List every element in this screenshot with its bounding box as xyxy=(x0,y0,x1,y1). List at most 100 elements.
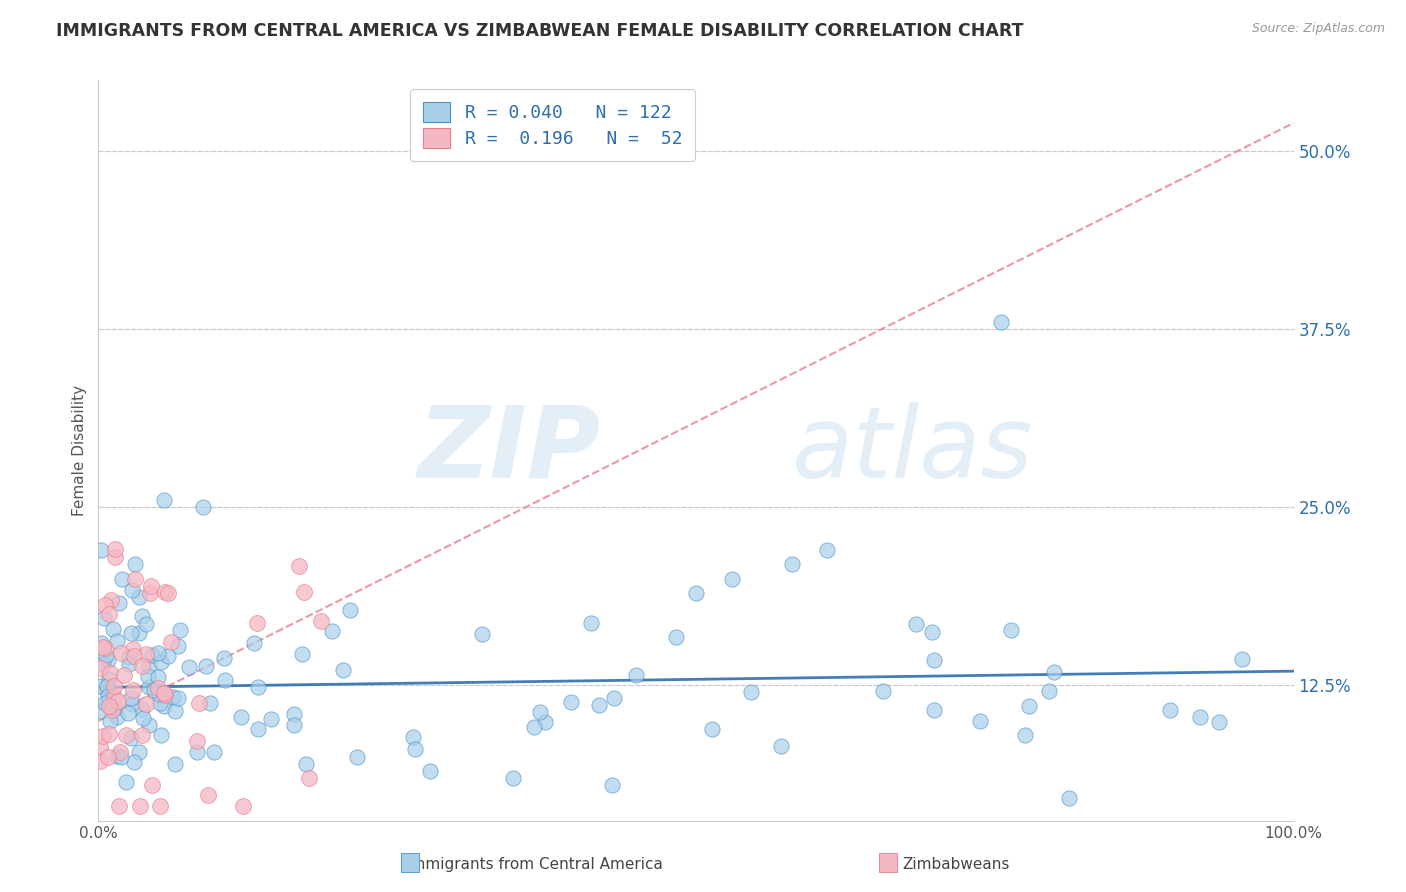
Point xyxy=(283,718,305,732)
Point xyxy=(98,666,121,681)
Point xyxy=(160,634,183,648)
Point xyxy=(922,652,945,666)
Point xyxy=(969,714,991,728)
Point xyxy=(124,558,146,572)
Point xyxy=(93,611,115,625)
Point xyxy=(1038,684,1060,698)
Point xyxy=(105,633,128,648)
Point xyxy=(103,690,125,705)
Point xyxy=(990,315,1012,329)
Point xyxy=(143,683,166,698)
Point xyxy=(117,657,139,671)
Point xyxy=(780,558,803,572)
Point xyxy=(128,626,150,640)
Text: atlas: atlas xyxy=(792,402,1033,499)
Point xyxy=(98,607,121,622)
Point xyxy=(105,710,128,724)
Point xyxy=(153,698,176,713)
Point xyxy=(110,750,132,764)
Point xyxy=(588,698,610,713)
Point xyxy=(1018,699,1040,714)
Text: Zimbabweans: Zimbabweans xyxy=(903,857,1010,872)
Point xyxy=(117,649,139,664)
Point xyxy=(921,625,943,640)
Y-axis label: Female Disability: Female Disability xyxy=(72,384,87,516)
Point xyxy=(291,648,314,662)
Point xyxy=(346,749,368,764)
Point xyxy=(153,493,176,508)
Point xyxy=(157,649,180,664)
Point xyxy=(110,572,132,586)
Point xyxy=(135,616,157,631)
Point xyxy=(231,710,253,724)
Point xyxy=(139,579,162,593)
Point xyxy=(90,704,112,718)
Point xyxy=(769,739,792,753)
Point xyxy=(107,799,129,814)
Point xyxy=(260,712,283,726)
Point xyxy=(309,614,332,628)
Point xyxy=(685,586,707,600)
Point xyxy=(146,670,169,684)
Point xyxy=(169,623,191,637)
Point xyxy=(1189,710,1212,724)
Point xyxy=(104,550,127,565)
Point xyxy=(721,572,744,586)
Point xyxy=(97,750,120,764)
Point xyxy=(93,598,115,612)
Point xyxy=(1014,728,1036,742)
Point xyxy=(156,586,179,600)
Point xyxy=(138,658,160,673)
Point xyxy=(121,697,143,711)
Point xyxy=(214,651,236,665)
Point xyxy=(94,696,117,710)
Point xyxy=(232,799,254,814)
Point xyxy=(1230,652,1253,666)
Point xyxy=(1159,703,1181,717)
Point xyxy=(702,722,724,736)
Point xyxy=(104,701,127,715)
Point xyxy=(135,647,157,661)
Text: IMMIGRANTS FROM CENTRAL AMERICA VS ZIMBABWEAN FEMALE DISABILITY CORRELATION CHAR: IMMIGRANTS FROM CENTRAL AMERICA VS ZIMBA… xyxy=(56,22,1024,40)
Point xyxy=(202,745,225,759)
Point xyxy=(107,694,129,708)
Point xyxy=(288,559,311,574)
Point xyxy=(153,686,176,700)
Text: ZIP: ZIP xyxy=(418,402,600,499)
Point xyxy=(153,584,176,599)
Point xyxy=(533,715,555,730)
Point xyxy=(136,669,159,683)
Point xyxy=(197,788,219,802)
Point xyxy=(904,617,927,632)
Point xyxy=(90,661,112,675)
Point xyxy=(600,778,623,792)
Point xyxy=(149,728,172,742)
Point xyxy=(131,728,153,742)
Point xyxy=(138,718,160,732)
Point xyxy=(121,642,143,657)
Point xyxy=(283,707,305,722)
Point xyxy=(128,745,150,759)
Point xyxy=(129,799,152,814)
Point xyxy=(112,668,135,682)
Point xyxy=(135,697,157,711)
Point xyxy=(114,728,136,742)
Point xyxy=(97,689,120,703)
Point xyxy=(245,615,267,630)
Point xyxy=(105,748,128,763)
Point xyxy=(103,679,125,693)
Point xyxy=(131,702,153,716)
Point xyxy=(97,727,120,741)
Point xyxy=(96,648,118,662)
Point xyxy=(186,746,208,760)
Point xyxy=(200,696,222,710)
Point xyxy=(120,691,142,706)
Point xyxy=(149,799,172,814)
Point xyxy=(138,680,160,694)
Point xyxy=(162,690,184,705)
Point xyxy=(872,684,894,698)
Point xyxy=(195,658,218,673)
Point xyxy=(1043,665,1066,680)
Point xyxy=(419,764,441,778)
Point xyxy=(91,729,114,743)
